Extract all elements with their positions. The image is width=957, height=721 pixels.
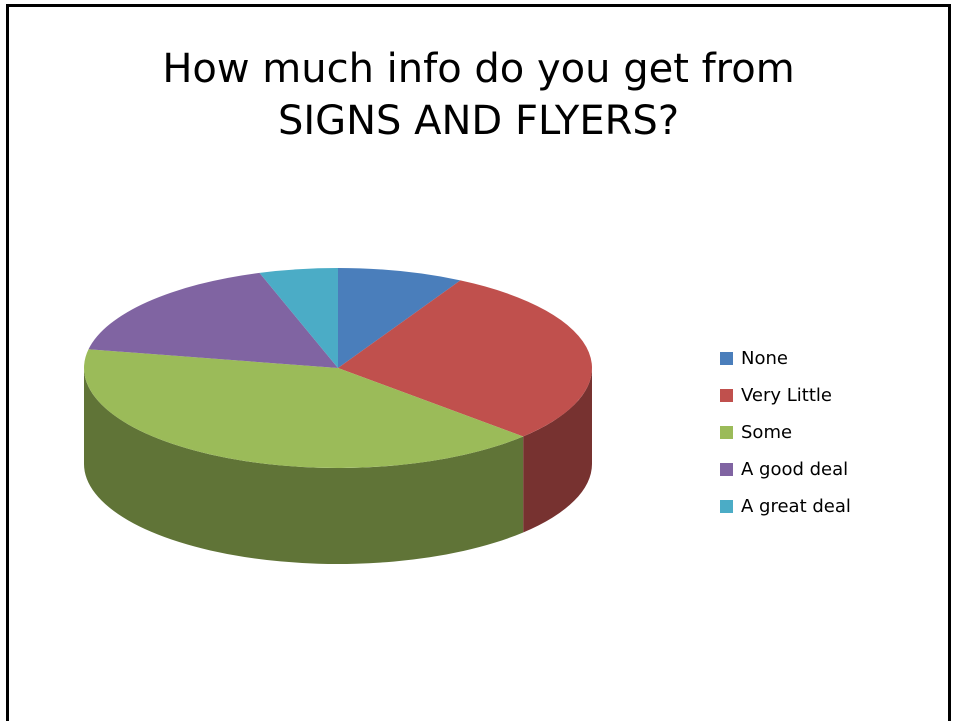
legend-label-some: Some [741,422,793,443]
pie-slice-a-good-deal [88,272,338,368]
chart-title-line-1: How much info do you get from [162,46,795,92]
legend-item-a-good-deal: A good deal [720,451,851,488]
legend-swatch-some [720,426,733,439]
chart-legend: None Very Little Some A good deal A grea… [720,340,851,525]
pie-side-very-little [523,368,592,533]
pie-slice-some [83,349,524,468]
pie-side-some [84,368,524,564]
legend-swatch-a-good-deal [720,463,733,476]
pie-slice-very-little [338,280,593,437]
legend-label-none: None [741,348,788,369]
legend-label-a-great-deal: A great deal [741,496,851,517]
legend-label-a-good-deal: A good deal [741,459,849,480]
legend-label-very-little: Very Little [741,385,832,406]
legend-swatch-a-great-deal [720,500,733,513]
legend-swatch-none [720,352,733,365]
legend-item-very-little: Very Little [720,377,851,414]
legend-item-none: None [720,340,851,377]
chart-title: How much info do you get from SIGNS AND … [9,43,948,147]
pie-slice-none [338,268,461,368]
chart-title-line-2: SIGNS AND FLYERS? [277,98,680,144]
legend-item-a-great-deal: A great deal [720,488,851,525]
pie-slice-a-great-deal [259,268,338,368]
legend-item-some: Some [720,414,851,451]
legend-swatch-very-little [720,389,733,402]
